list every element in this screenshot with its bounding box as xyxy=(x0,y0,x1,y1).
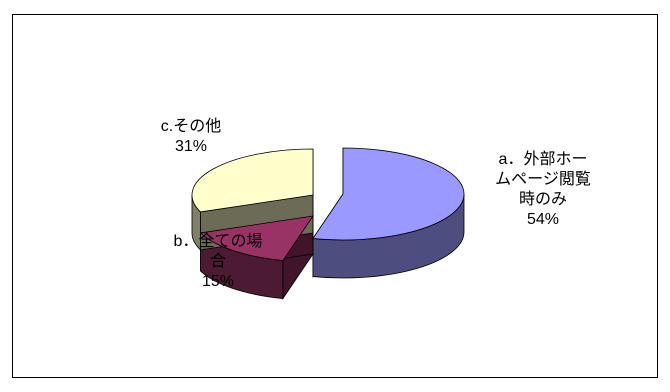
slice-category-label: b．全ての場 xyxy=(174,232,263,250)
slice-category-label: c.その他 xyxy=(161,117,221,135)
pie-slice-1 xyxy=(312,147,465,241)
pie-slice-2 xyxy=(199,215,314,261)
chart-frame xyxy=(12,14,658,378)
pie-slice-3 xyxy=(191,148,314,213)
slice-value-label: 54% xyxy=(527,211,559,228)
slice-category-label: 合 xyxy=(210,252,226,270)
slice-category-label: ムページ閲覧 xyxy=(495,169,591,188)
slice-value-label: 15% xyxy=(202,273,234,290)
slice-value-label: 31% xyxy=(175,138,207,155)
pie-tops xyxy=(191,147,465,261)
slice-category-label: a．外部ホー xyxy=(499,150,588,168)
slice-label-3: c.その他 31% xyxy=(161,117,221,155)
slice-category-label: 時のみ xyxy=(519,190,567,208)
